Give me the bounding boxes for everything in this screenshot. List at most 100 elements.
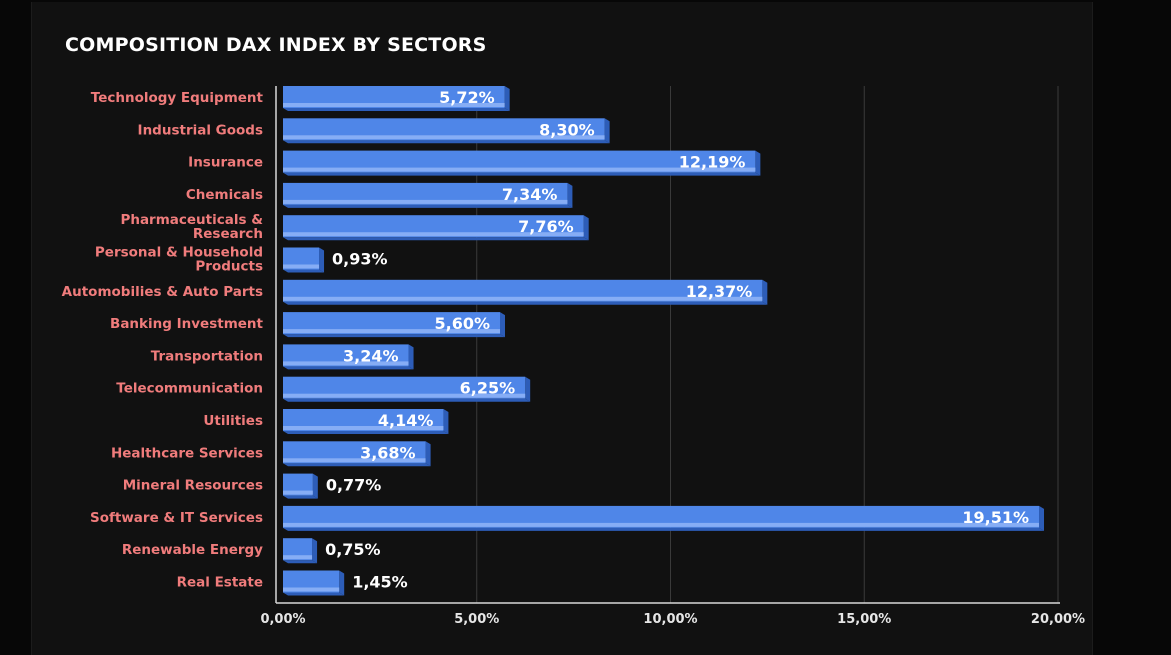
bar bbox=[283, 344, 409, 367]
bar bbox=[283, 150, 756, 173]
category-label: Insurance bbox=[188, 155, 263, 171]
value-label: 12,37% bbox=[686, 282, 753, 301]
bar-depth bbox=[283, 366, 414, 370]
bar-highlight bbox=[283, 426, 444, 430]
bar-side bbox=[604, 118, 610, 144]
category-label: Pharmaceuticals & bbox=[120, 212, 263, 228]
category-label: Automobilies & Auto Parts bbox=[62, 284, 263, 300]
bar-highlight bbox=[283, 393, 526, 398]
bar-depth bbox=[283, 398, 531, 402]
value-label: 4,14% bbox=[378, 411, 434, 430]
bar-side bbox=[319, 247, 325, 273]
bar bbox=[283, 505, 1040, 528]
bar-depth bbox=[283, 269, 325, 273]
bar-side bbox=[500, 312, 505, 338]
bar-side bbox=[408, 344, 414, 370]
bar bbox=[283, 182, 568, 205]
bar-depth bbox=[283, 334, 505, 338]
bar-depth bbox=[283, 495, 318, 499]
bar-highlight bbox=[283, 199, 568, 204]
bar bbox=[283, 376, 526, 399]
bar-side bbox=[443, 409, 449, 434]
category-label: Renewable Energy bbox=[122, 542, 263, 558]
category-label: Telecommunication bbox=[116, 381, 263, 397]
bar bbox=[283, 409, 444, 431]
bar-highlight bbox=[283, 361, 409, 366]
value-label: 5,72% bbox=[439, 88, 495, 107]
category-label: Personal & Household bbox=[95, 245, 263, 261]
bar-highlight bbox=[283, 587, 340, 592]
bar-depth bbox=[283, 204, 573, 208]
bar-side bbox=[339, 570, 345, 596]
bar-side bbox=[755, 150, 761, 176]
bar bbox=[283, 570, 340, 593]
value-label: 0,77% bbox=[326, 476, 382, 495]
category-label: Chemicals bbox=[186, 187, 263, 203]
bar-depth bbox=[283, 592, 345, 596]
bar bbox=[283, 538, 313, 561]
category-label: Technology Equipment bbox=[91, 90, 264, 106]
category-label: Transportation bbox=[151, 348, 263, 364]
value-label: 12,19% bbox=[679, 153, 746, 172]
x-tick-label: 0,00% bbox=[260, 612, 305, 627]
bar-depth bbox=[283, 560, 318, 564]
value-label: 0,93% bbox=[332, 250, 388, 269]
bar-highlight bbox=[283, 167, 756, 172]
bar-side bbox=[567, 182, 573, 208]
bar-side bbox=[1039, 505, 1045, 531]
bar bbox=[283, 441, 426, 464]
value-label: 6,25% bbox=[460, 379, 516, 398]
value-label: 3,68% bbox=[360, 443, 416, 462]
x-tick-label: 15,00% bbox=[837, 612, 891, 627]
x-tick-label: 5,00% bbox=[454, 612, 499, 627]
value-label: 1,45% bbox=[352, 573, 408, 592]
bar-depth bbox=[283, 301, 768, 305]
bar-highlight bbox=[283, 296, 763, 301]
value-label: 7,76% bbox=[518, 217, 574, 236]
bar-side bbox=[762, 279, 768, 305]
bar-side bbox=[425, 441, 431, 467]
category-label: Real Estate bbox=[177, 575, 263, 591]
bar-side bbox=[312, 538, 318, 564]
bar-highlight bbox=[283, 522, 1040, 527]
bar bbox=[283, 279, 763, 302]
bar-highlight bbox=[283, 555, 313, 560]
bar bbox=[283, 473, 313, 496]
bar bbox=[283, 118, 605, 141]
category-label: Industrial Goods bbox=[138, 122, 263, 138]
bar-depth bbox=[283, 172, 761, 176]
category-label: Banking Investment bbox=[110, 316, 264, 332]
category-label: Healthcare Services bbox=[111, 445, 263, 461]
chart-panel bbox=[31, 2, 1093, 655]
bar-side bbox=[525, 376, 531, 402]
bar-depth bbox=[283, 108, 510, 111]
value-label: 19,51% bbox=[962, 508, 1029, 527]
bar bbox=[283, 86, 505, 108]
category-label: Mineral Resources bbox=[123, 478, 263, 494]
value-label: 5,60% bbox=[434, 314, 490, 333]
value-label: 8,30% bbox=[539, 120, 595, 139]
bar-highlight bbox=[283, 232, 584, 237]
bar-depth bbox=[283, 463, 431, 467]
category-label: Software & IT Services bbox=[90, 510, 263, 526]
bar-highlight bbox=[283, 458, 426, 463]
bar-highlight bbox=[283, 135, 605, 140]
bar-depth bbox=[283, 431, 449, 434]
x-tick-label: 10,00% bbox=[643, 612, 697, 627]
chart-title: COMPOSITION DAX INDEX BY SECTORS bbox=[65, 34, 487, 56]
bar-depth bbox=[283, 527, 1045, 531]
bar bbox=[283, 247, 320, 270]
bar-side bbox=[583, 215, 589, 241]
category-label: Research bbox=[193, 226, 263, 242]
bar-highlight bbox=[283, 103, 505, 107]
bar-depth bbox=[283, 140, 610, 144]
bar bbox=[283, 215, 584, 238]
category-label: Utilities bbox=[203, 413, 263, 429]
bar-highlight bbox=[283, 490, 313, 495]
bar-side bbox=[312, 473, 318, 499]
bar-highlight bbox=[283, 329, 500, 334]
bar-depth bbox=[283, 237, 589, 241]
bar-highlight bbox=[283, 264, 320, 269]
x-tick-label: 20,00% bbox=[1031, 612, 1085, 627]
